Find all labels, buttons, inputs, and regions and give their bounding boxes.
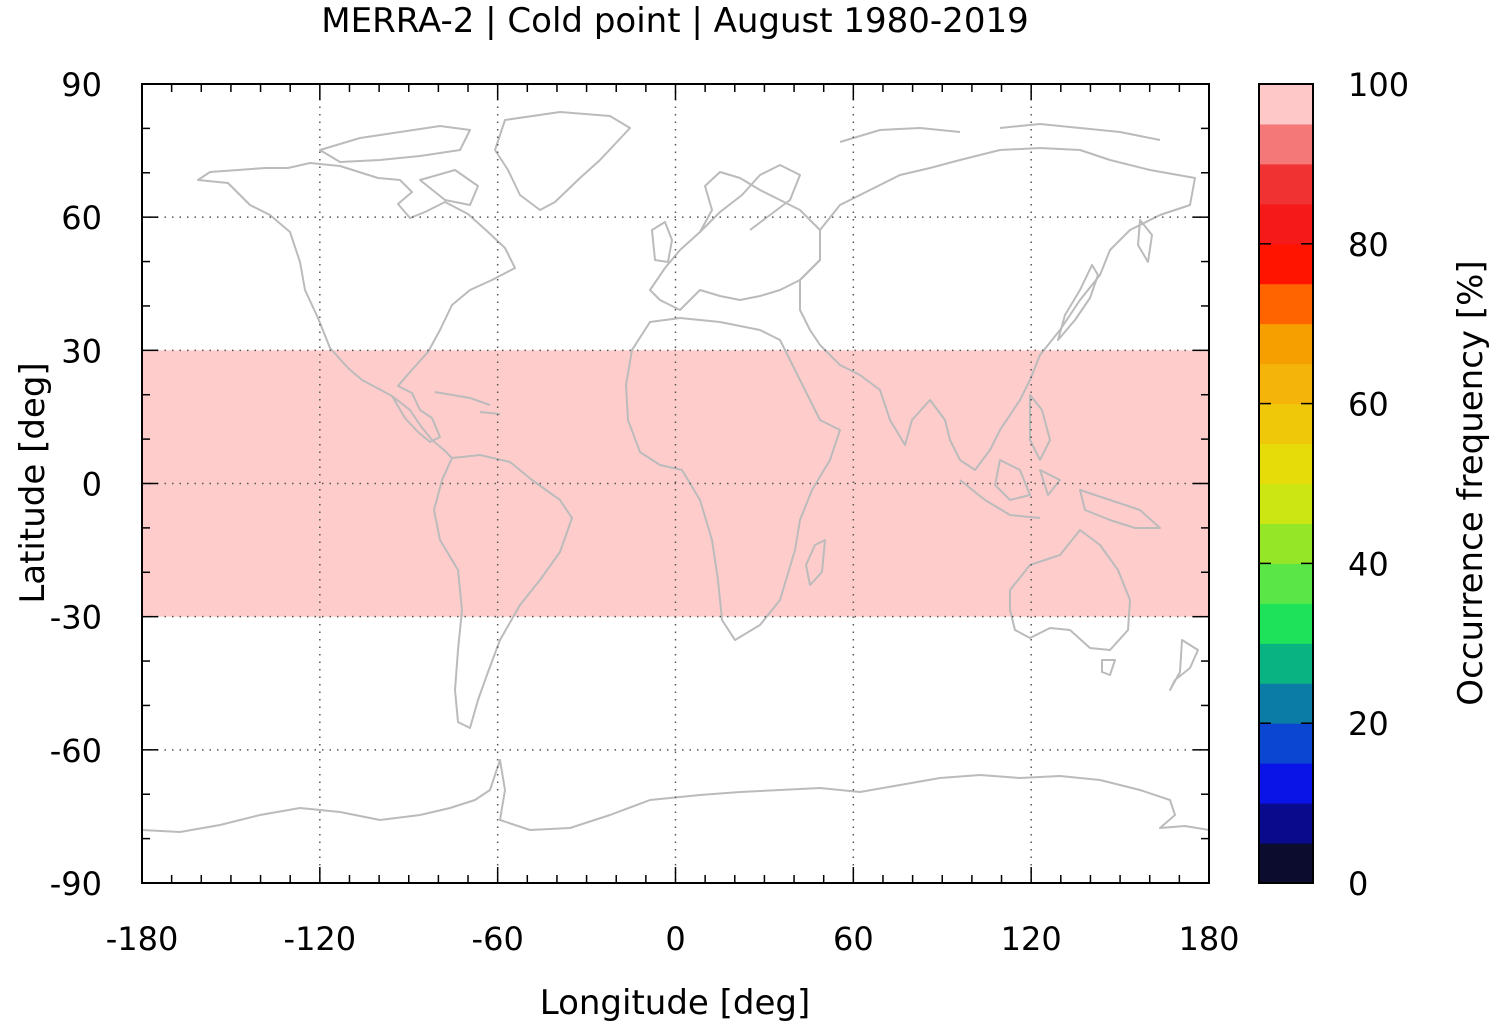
colorbar-segment — [1259, 803, 1313, 844]
coastline-south-america — [433, 454, 573, 729]
coastline-madagascar — [805, 539, 826, 586]
x-tick-label: -120 — [284, 920, 357, 958]
colorbar-segment — [1259, 723, 1313, 764]
colorbar-tick-label: 40 — [1348, 545, 1389, 583]
y-tick-label: 60 — [61, 199, 102, 237]
colorbar-tick-label: 100 — [1348, 66, 1409, 104]
y-tick-label: -60 — [50, 732, 102, 770]
colorbar-tick-labels: 0 20 40 60 80 100 — [1348, 66, 1409, 903]
coastline-asia — [799, 147, 1196, 471]
colorbar-segment — [1259, 603, 1313, 644]
plot-frame — [141, 83, 1210, 884]
coastline-baffin — [419, 169, 479, 206]
colorbar-segment — [1259, 283, 1313, 325]
coastline-africa — [625, 317, 841, 641]
colorbar-segment — [1259, 84, 1313, 125]
y-tick-label: 90 — [61, 66, 102, 104]
colorbar-tick-label: 20 — [1348, 705, 1389, 743]
colorbar-frame — [1258, 83, 1314, 884]
coastline-map — [141, 111, 1210, 833]
coastline-new-zealand — [1169, 639, 1199, 691]
x-tick-label: 120 — [1001, 920, 1062, 958]
coastline-kamchatka — [1137, 219, 1153, 263]
colorbar-segment — [1259, 523, 1313, 564]
colorbar-segment — [1259, 683, 1313, 724]
colorbar — [1258, 83, 1314, 884]
coastline-scandinavia — [699, 164, 801, 233]
colorbar-segment — [1259, 203, 1313, 245]
colorbar-segment — [1259, 843, 1313, 884]
coastline-north-america — [197, 162, 516, 443]
colorbar-tick-label: 60 — [1348, 386, 1389, 424]
colorbar-segment — [1259, 763, 1313, 804]
y-axis-label: Latitude [deg] — [13, 362, 53, 603]
x-tick-label: -180 — [106, 920, 179, 958]
y-tick-label: -30 — [50, 599, 102, 637]
chart-title: MERRA-2 | Cold point | August 1980-2019 — [321, 1, 1028, 41]
plot-area — [141, 83, 1210, 884]
y-tick-label: -90 — [50, 865, 102, 903]
coastline-central-america — [391, 395, 453, 459]
x-tick-label: -60 — [472, 920, 524, 958]
colorbar-segment — [1259, 163, 1313, 205]
x-axis-label: Longitude [deg] — [540, 983, 811, 1023]
colorbar-label: Occurrence frequency [%] — [1451, 260, 1491, 705]
colorbar-segment — [1259, 443, 1313, 484]
coastline-philippines — [1029, 394, 1051, 461]
coastline-antarctica — [141, 759, 1210, 833]
coastline-tasmania — [1101, 659, 1116, 676]
coastline-british-isles — [651, 221, 673, 263]
coastline-arctic-russia — [839, 123, 1161, 143]
colorbar-segment — [1259, 403, 1313, 445]
coastline-indonesia — [959, 459, 1161, 529]
y-tick-label: 30 — [61, 332, 102, 370]
x-tick-label: 180 — [1178, 920, 1239, 958]
y-tick-label: 0 — [82, 466, 102, 504]
colorbar-tick-label: 0 — [1348, 865, 1368, 903]
x-tick-label: 60 — [833, 920, 874, 958]
coastline-japan — [1057, 264, 1099, 341]
colorbar-segment — [1259, 483, 1313, 524]
colorbar-segment — [1259, 363, 1313, 405]
x-tick-labels: -180 -120 -60 0 60 120 180 — [106, 920, 1240, 958]
colorbar-tick-label: 80 — [1348, 226, 1389, 264]
y-tick-labels: 90 60 30 0 -30 -60 -90 — [50, 66, 102, 903]
coastline-caribbean — [434, 391, 501, 415]
colorbar-segment — [1259, 243, 1313, 285]
coastline-greenland — [494, 111, 631, 211]
colorbar-segment — [1259, 563, 1313, 604]
coastline-arctic-islands — [319, 125, 471, 163]
colorbar-segment — [1259, 123, 1313, 165]
x-tick-label: 0 — [665, 920, 685, 958]
colorbar-segment — [1259, 323, 1313, 365]
coastline-europe — [649, 171, 821, 311]
grid-lines — [142, 84, 1209, 883]
colorbar-segment — [1259, 643, 1313, 684]
coastline-australia — [1009, 529, 1131, 651]
